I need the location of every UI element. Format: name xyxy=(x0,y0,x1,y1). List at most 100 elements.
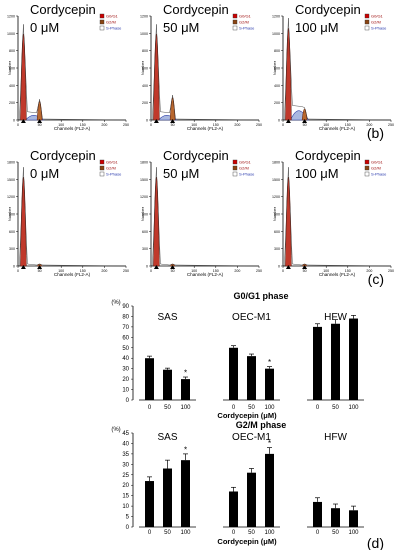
legend-swatch xyxy=(364,25,370,31)
histogram-x-tick-label: 50 xyxy=(303,269,307,273)
histogram-y-tick-label: 600 xyxy=(9,230,15,234)
histogram-y-tick-label: 800 xyxy=(274,49,280,53)
histogram-y-tick-label: 1500 xyxy=(140,178,148,182)
histogram-outline xyxy=(283,167,392,267)
histogram-y-tick-label: 0 xyxy=(13,119,15,123)
bar xyxy=(313,326,322,400)
histogram-x-tick-label: 100 xyxy=(191,123,197,127)
histogram-x-label: Channels (FL2-A) xyxy=(187,272,224,277)
significance-star: * xyxy=(268,358,271,367)
concentration-label: 0 μM xyxy=(30,166,59,181)
legend-swatch xyxy=(232,159,238,165)
histogram-y-tick-label: 1000 xyxy=(140,32,148,36)
histogram-x-tick-label: 100 xyxy=(323,269,329,273)
histogram-x-tick-label: 250 xyxy=(388,123,394,127)
bar xyxy=(247,356,256,400)
chart-x-tick-label: 50 xyxy=(164,530,171,536)
chart-x-tick-label: 100 xyxy=(348,530,359,536)
chart-y-tick-label: 50 xyxy=(122,346,129,352)
chart-x-tick-label: 50 xyxy=(332,405,339,411)
histogram-y-label: Number xyxy=(7,60,12,75)
histogram-x-tick-label: 250 xyxy=(256,269,262,273)
bar xyxy=(331,508,340,527)
gate-marker xyxy=(302,265,308,269)
histogram-y-label: Number xyxy=(272,206,277,221)
legend-swatch xyxy=(364,13,370,19)
histogram-x-tick-label: 100 xyxy=(323,123,329,127)
histogram-y-tick-label: 1800 xyxy=(7,161,15,165)
legend-entry: G0/G1 xyxy=(106,160,119,165)
chart-y-tick-label: 5 xyxy=(126,515,130,521)
concentration-label: 100 μM xyxy=(295,166,339,181)
bar-chart: G0/G1 phase (%) 0 10 20 30 40 50 60 70 80 90 SAS 0 50 *… xyxy=(111,291,364,420)
chart-y-tick-label: 20 xyxy=(122,377,129,383)
legend-swatch xyxy=(364,159,370,165)
legend-swatch xyxy=(232,165,238,171)
group-label: HFW xyxy=(324,312,347,323)
legend-swatch xyxy=(232,19,238,25)
histogram-y-tick-label: 1200 xyxy=(140,15,148,19)
histogram-y-tick-label: 200 xyxy=(274,101,280,105)
concentration-label: 50 μM xyxy=(163,20,199,35)
histogram-y-label: Number xyxy=(7,206,12,221)
histogram-panel: 0 300 600 900 1200 1500 1800 Number 0 50 100 150 200… xyxy=(272,148,394,277)
drug-label: Cordycepin xyxy=(30,2,96,17)
chart-x-label: Cordycepin (μM) xyxy=(217,411,277,420)
histogram-y-tick-label: 900 xyxy=(274,213,280,217)
histogram-y-tick-label: 900 xyxy=(9,213,15,217)
histogram-y-label: Number xyxy=(140,60,145,75)
histogram-outline xyxy=(18,167,127,267)
histogram-x-tick-label: 0 xyxy=(282,123,284,127)
chart-y-tick-label: 40 xyxy=(122,356,129,362)
histogram-x-tick-label: 150 xyxy=(213,123,219,127)
chart-y-tick-label: 35 xyxy=(122,452,129,458)
histogram-y-label: Number xyxy=(272,60,277,75)
legend-entry: S-Phase xyxy=(106,172,122,177)
bar xyxy=(145,358,154,400)
chart-y-tick-label: 80 xyxy=(122,314,129,320)
chart-y-label: (%) xyxy=(111,427,120,433)
histogram-y-tick-label: 1000 xyxy=(7,32,15,36)
histogram-y-tick-label: 1500 xyxy=(7,178,15,182)
bar xyxy=(163,468,172,527)
group-label: OEC-M1 xyxy=(232,312,271,323)
legend-entry: G0/G1 xyxy=(106,14,119,19)
panel-label-b: (b) xyxy=(367,125,384,141)
histogram-x-tick-label: 200 xyxy=(101,269,107,273)
histogram-x-tick-label: 150 xyxy=(80,269,86,273)
legend-swatch xyxy=(364,19,370,25)
histogram-y-tick-label: 300 xyxy=(9,247,15,251)
histogram-y-tick-label: 900 xyxy=(142,213,148,217)
legend-swatch xyxy=(99,19,105,25)
legend-entry: G0/G1 xyxy=(371,160,384,165)
bar xyxy=(145,481,154,527)
bar xyxy=(229,347,238,400)
chart-y-tick-label: 0 xyxy=(126,525,130,531)
histogram-y-tick-label: 0 xyxy=(278,119,280,123)
significance-star: * xyxy=(268,439,271,448)
histogram-y-tick-label: 1200 xyxy=(7,15,15,19)
gate-marker xyxy=(170,265,176,269)
histogram-y-tick-label: 1500 xyxy=(272,178,280,182)
legend-swatch xyxy=(99,171,105,177)
histogram-y-tick-label: 600 xyxy=(274,230,280,234)
histogram-y-tick-label: 0 xyxy=(146,119,148,123)
histogram-x-tick-label: 150 xyxy=(345,123,351,127)
chart-x-tick-label: 100 xyxy=(180,405,191,411)
histogram-x-tick-label: 250 xyxy=(388,269,394,273)
chart-x-tick-label: 0 xyxy=(232,405,236,411)
histogram-x-tick-label: 0 xyxy=(17,269,19,273)
gate-marker xyxy=(302,119,308,123)
bar xyxy=(331,323,340,400)
histogram-y-tick-label: 400 xyxy=(142,84,148,88)
histogram-panel: 0 200 400 600 800 1000 1200 Number 0 50 100 150 200 2… xyxy=(272,2,394,131)
drug-label: Cordycepin xyxy=(295,148,361,163)
chart-y-tick-label: 40 xyxy=(122,441,129,447)
histogram-y-tick-label: 600 xyxy=(274,67,280,71)
chart-y-tick-label: 30 xyxy=(122,462,129,468)
drug-label: Cordycepin xyxy=(163,2,229,17)
gate-marker xyxy=(285,265,291,269)
chart-x-tick-label: 0 xyxy=(316,405,320,411)
